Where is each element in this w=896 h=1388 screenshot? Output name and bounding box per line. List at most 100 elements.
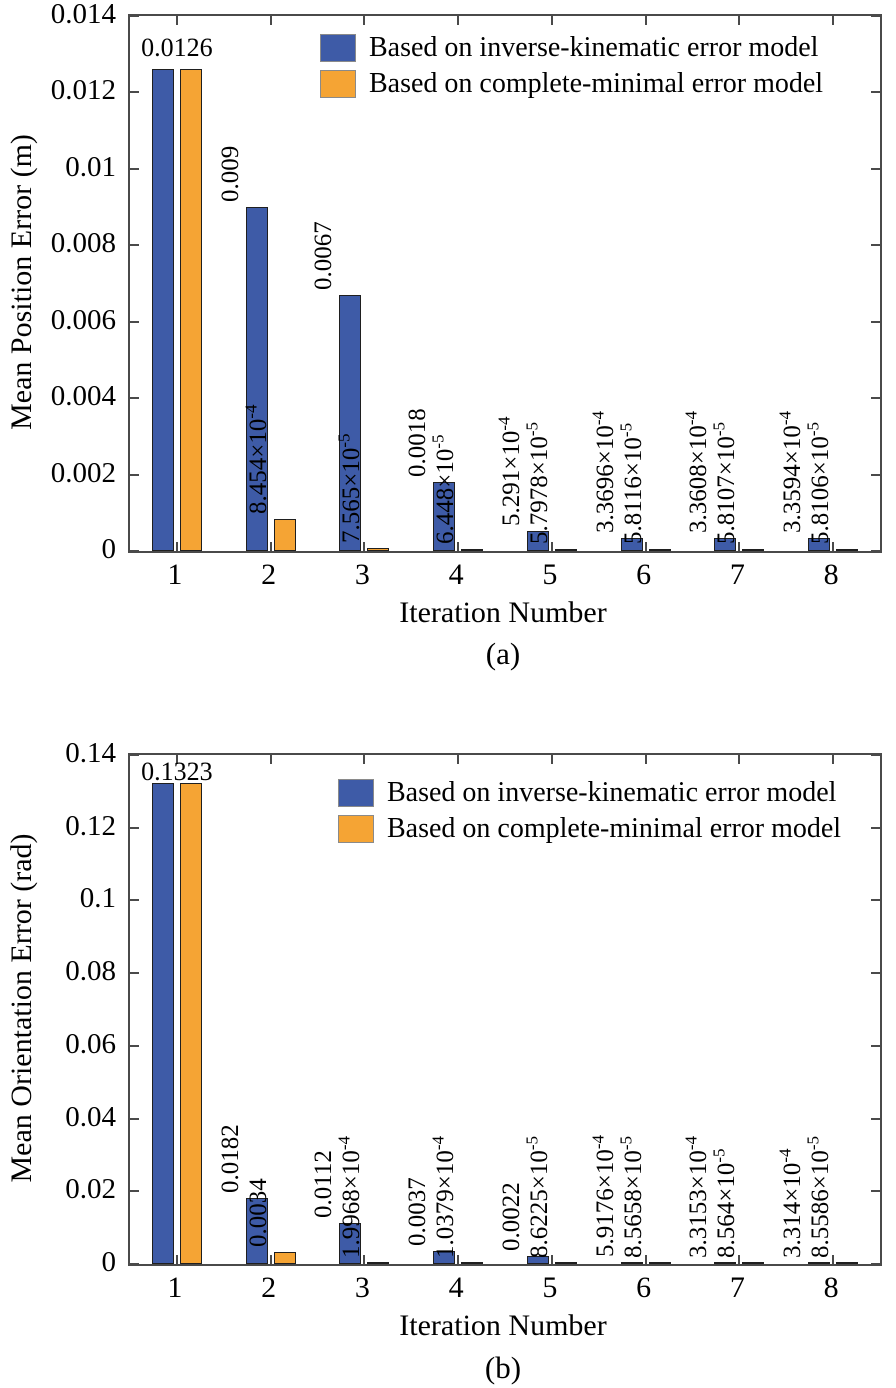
bar bbox=[808, 1262, 831, 1264]
y-tick-label: 0.014 bbox=[50, 0, 116, 30]
bar bbox=[836, 549, 859, 551]
x-axis-title: Iteration Number bbox=[399, 596, 607, 629]
exponent: -5 bbox=[710, 421, 730, 437]
y-tick-label: 0.006 bbox=[50, 303, 116, 336]
exponent: -4 bbox=[682, 1135, 702, 1151]
tick-mark bbox=[738, 755, 741, 764]
plot-area: 0.009 0.0067 0.0018 5.291×10-4 3.3696×10-4 3.… bbox=[128, 14, 882, 553]
tick-mark bbox=[644, 755, 647, 764]
legend: Based on inverse-kinematic error model Ba… bbox=[320, 32, 823, 99]
bar bbox=[273, 519, 296, 551]
legend-row: Based on complete-minimal error model bbox=[320, 68, 823, 99]
bar bbox=[526, 531, 549, 551]
x-tick-label: 6 bbox=[636, 558, 652, 591]
x-tick-label: 3 bbox=[354, 558, 370, 591]
tick-mark bbox=[457, 1255, 460, 1264]
tick-mark bbox=[363, 542, 366, 551]
orientation-error-chart: Mean Orientation Error (rad) 0.0182 0.011… bbox=[0, 720, 896, 1388]
legend-row: Based on complete-minimal error model bbox=[338, 813, 841, 844]
bar bbox=[742, 549, 765, 551]
bar bbox=[245, 1198, 268, 1264]
tick-mark bbox=[130, 1263, 139, 1265]
y-tick-label: 0.02 bbox=[65, 1173, 116, 1206]
tick-mark bbox=[550, 16, 553, 25]
legend-label: Based on inverse-kinematic error model bbox=[369, 32, 819, 63]
exponent: -5 bbox=[803, 421, 823, 437]
y-tick-label: 0 bbox=[101, 533, 117, 565]
bar bbox=[714, 538, 737, 551]
legend-color-swatch bbox=[338, 778, 374, 807]
tick-mark bbox=[130, 167, 139, 170]
x-tick-label: 4 bbox=[448, 558, 464, 591]
tick-mark bbox=[457, 16, 460, 25]
bar-value-label: 0.009 bbox=[216, 145, 244, 202]
tick-mark bbox=[871, 1190, 880, 1193]
tick-mark bbox=[738, 16, 741, 25]
exponent: -4 bbox=[588, 1134, 608, 1150]
bar bbox=[339, 1223, 362, 1264]
tick-mark bbox=[130, 754, 139, 756]
bar bbox=[714, 1262, 737, 1264]
tick-mark bbox=[130, 15, 139, 17]
tick-mark bbox=[738, 542, 741, 551]
tick-mark bbox=[457, 755, 460, 764]
plot-area: 0.0182 0.0112 0.0037 0.0022 5.9176×10-4 3.315… bbox=[128, 753, 882, 1266]
tick-mark bbox=[130, 899, 139, 902]
bar bbox=[648, 549, 671, 551]
bar-value-label: 3.314×10-4 bbox=[775, 1148, 807, 1258]
tick-mark bbox=[269, 542, 272, 551]
bar-value-label: 0.0067 bbox=[310, 221, 338, 290]
bar-value-label: 5.291×10-4 bbox=[494, 416, 525, 526]
x-axis-title: Iteration Number bbox=[399, 1309, 607, 1342]
exponent: -5 bbox=[616, 422, 636, 438]
tick-mark bbox=[871, 972, 880, 975]
bar bbox=[245, 207, 268, 551]
x-tick-label: 6 bbox=[636, 1271, 652, 1304]
tick-mark bbox=[550, 542, 553, 551]
x-tick-label: 2 bbox=[261, 1271, 277, 1304]
bar-value-label: 5.8107×10-5 bbox=[710, 421, 741, 544]
legend: Based on inverse-kinematic error model Ba… bbox=[338, 777, 841, 844]
exponent: -5 bbox=[710, 1148, 730, 1163]
x-tick-label: 1 bbox=[167, 1271, 183, 1304]
tick-mark bbox=[457, 542, 460, 551]
bar bbox=[151, 69, 174, 551]
exponent: -4 bbox=[775, 1148, 795, 1163]
x-tick-label: 7 bbox=[729, 1271, 745, 1304]
bar bbox=[526, 1256, 549, 1264]
tick-mark bbox=[130, 91, 139, 94]
exponent: -4 bbox=[241, 404, 261, 419]
tick-mark bbox=[175, 542, 178, 551]
bar-value-label: 6.448×10-5 bbox=[428, 434, 460, 544]
bar bbox=[339, 295, 362, 551]
exponent: -4 bbox=[682, 410, 702, 426]
tick-mark bbox=[871, 1044, 880, 1047]
tick-mark bbox=[832, 16, 835, 25]
tick-mark bbox=[130, 473, 139, 476]
tick-mark bbox=[130, 1044, 139, 1047]
tick-mark bbox=[644, 16, 647, 25]
x-tick-label: 2 bbox=[261, 558, 277, 591]
group-value-label: 0.0126 bbox=[141, 33, 213, 62]
x-tick-label: 1 bbox=[167, 558, 183, 591]
bar bbox=[433, 482, 456, 551]
bar bbox=[179, 783, 202, 1264]
tick-mark bbox=[269, 755, 272, 764]
bar-value-label: 8.454×10-4 bbox=[241, 404, 272, 514]
y-tick-label: 0.1 bbox=[79, 882, 116, 915]
bar bbox=[433, 1251, 456, 1264]
bar bbox=[836, 1262, 859, 1264]
tick-mark bbox=[871, 899, 880, 902]
bar-value-label: 7.565×10-5 bbox=[335, 433, 366, 543]
bar bbox=[742, 1262, 765, 1264]
y-tick-label: 0.002 bbox=[50, 456, 116, 489]
tick-mark bbox=[871, 826, 880, 829]
x-tick-label: 5 bbox=[542, 1271, 558, 1304]
bar bbox=[620, 1262, 643, 1264]
tick-mark bbox=[738, 1255, 741, 1264]
bar-value-label: 5.7978×10-5 bbox=[522, 421, 553, 544]
bar bbox=[461, 1262, 484, 1264]
bar bbox=[273, 1252, 296, 1264]
tick-mark bbox=[871, 167, 880, 170]
